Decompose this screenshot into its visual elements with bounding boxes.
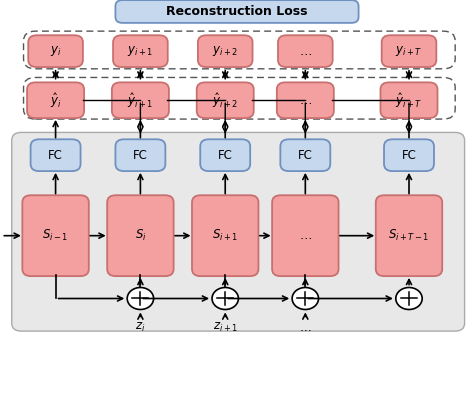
Text: $\hat{y}_{i+T}$: $\hat{y}_{i+T}$	[395, 91, 423, 110]
Text: FC: FC	[133, 149, 148, 162]
Text: $z_{i+1}$: $z_{i+1}$	[213, 321, 238, 334]
FancyBboxPatch shape	[197, 82, 254, 118]
Text: $\hat{y}_{i+1}$: $\hat{y}_{i+1}$	[128, 91, 154, 110]
FancyBboxPatch shape	[277, 82, 334, 118]
FancyBboxPatch shape	[198, 35, 253, 67]
FancyBboxPatch shape	[381, 82, 438, 118]
FancyBboxPatch shape	[278, 35, 333, 67]
Text: FC: FC	[218, 149, 233, 162]
Text: FC: FC	[48, 149, 63, 162]
FancyBboxPatch shape	[382, 35, 437, 67]
Text: $S_{i-1}$: $S_{i-1}$	[42, 228, 69, 243]
FancyBboxPatch shape	[31, 139, 81, 171]
FancyBboxPatch shape	[384, 139, 434, 171]
FancyBboxPatch shape	[113, 35, 168, 67]
Text: $y_{i+T}$: $y_{i+T}$	[395, 44, 423, 58]
Circle shape	[292, 288, 319, 310]
FancyBboxPatch shape	[376, 195, 442, 276]
FancyBboxPatch shape	[28, 35, 83, 67]
Text: Reconstruction Loss: Reconstruction Loss	[166, 5, 308, 18]
Circle shape	[127, 288, 154, 310]
Text: $S_{i+1}$: $S_{i+1}$	[212, 228, 238, 243]
Text: FC: FC	[401, 149, 417, 162]
FancyBboxPatch shape	[116, 0, 358, 23]
FancyBboxPatch shape	[107, 195, 173, 276]
Circle shape	[212, 288, 238, 310]
Text: $y_{i+2}$: $y_{i+2}$	[212, 44, 238, 58]
FancyBboxPatch shape	[112, 82, 169, 118]
FancyBboxPatch shape	[192, 195, 258, 276]
FancyBboxPatch shape	[280, 139, 330, 171]
FancyBboxPatch shape	[12, 132, 465, 331]
Text: $S_{i+T-1}$: $S_{i+T-1}$	[388, 228, 430, 243]
Text: FC: FC	[298, 149, 313, 162]
FancyBboxPatch shape	[200, 139, 250, 171]
FancyBboxPatch shape	[27, 82, 84, 118]
Text: $\ldots$: $\ldots$	[299, 94, 312, 107]
Text: $\hat{y}_i$: $\hat{y}_i$	[50, 91, 62, 110]
FancyBboxPatch shape	[22, 195, 89, 276]
Text: $S_i$: $S_i$	[135, 228, 146, 243]
FancyBboxPatch shape	[272, 195, 338, 276]
Circle shape	[396, 288, 422, 310]
Text: $\hat{y}_{i+2}$: $\hat{y}_{i+2}$	[212, 91, 238, 110]
Text: $y_i$: $y_i$	[50, 44, 61, 58]
Text: $\ldots$: $\ldots$	[299, 229, 312, 242]
Text: $\ldots$: $\ldots$	[299, 321, 311, 334]
Text: $y_{i+1}$: $y_{i+1}$	[128, 44, 154, 58]
Text: $\ldots$: $\ldots$	[299, 45, 312, 58]
FancyBboxPatch shape	[116, 139, 165, 171]
Text: $z_i$: $z_i$	[135, 321, 146, 334]
